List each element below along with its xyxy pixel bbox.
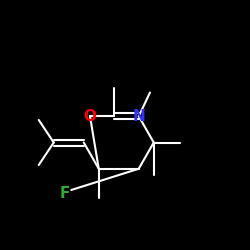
Text: N: N xyxy=(132,109,145,124)
Text: F: F xyxy=(60,186,70,201)
Text: O: O xyxy=(84,109,96,124)
